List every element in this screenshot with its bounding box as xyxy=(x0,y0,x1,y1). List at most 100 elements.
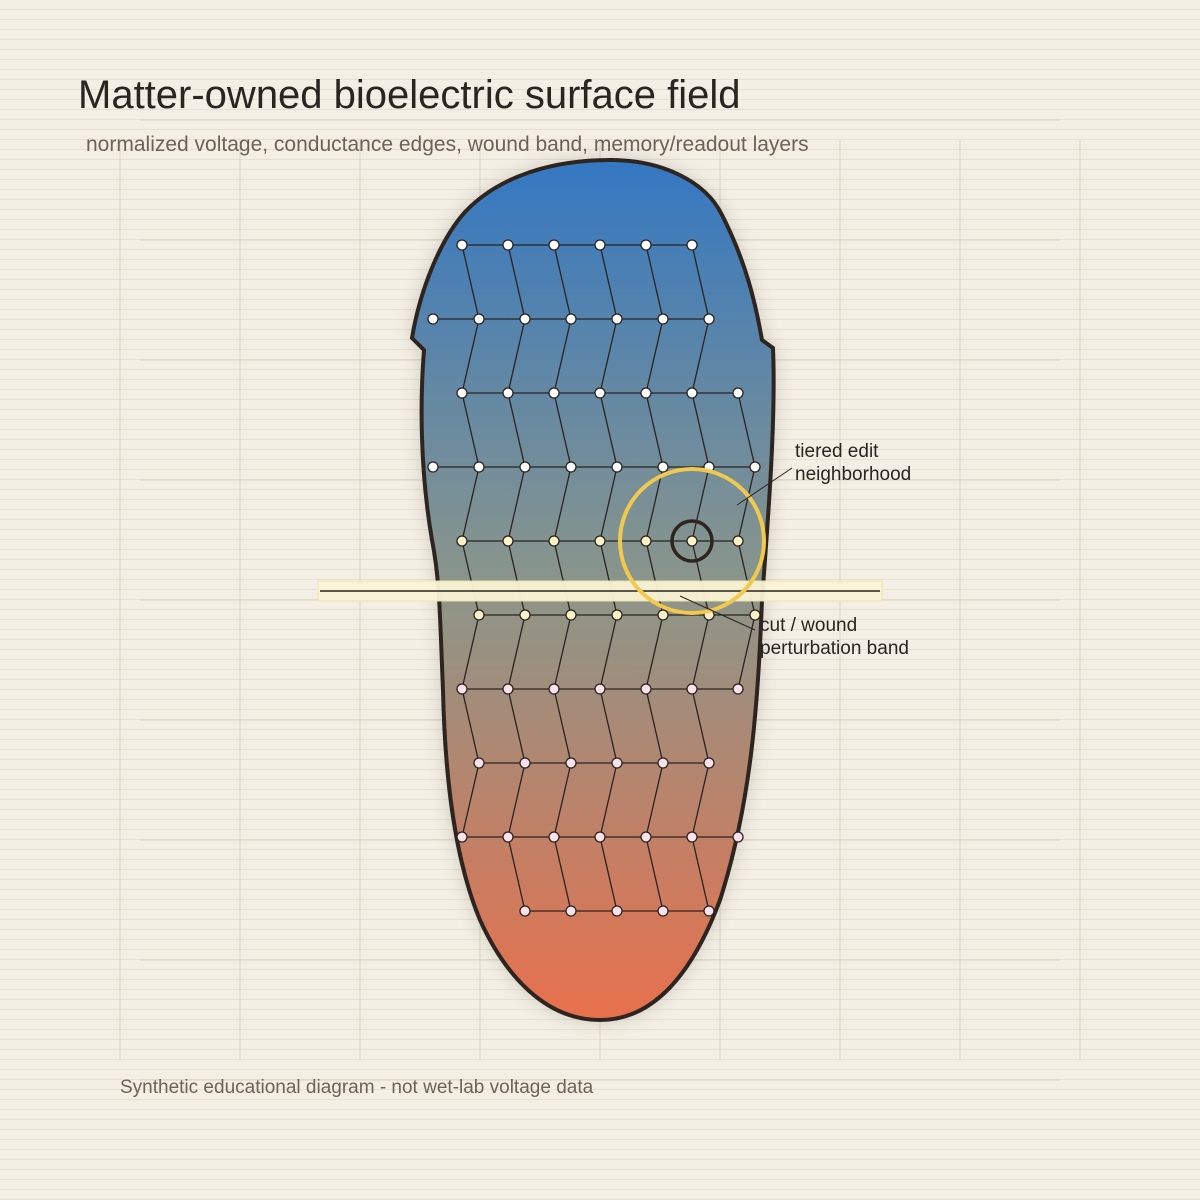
node xyxy=(611,461,623,473)
conductance-edges xyxy=(433,244,756,912)
edge xyxy=(461,318,480,394)
edit-neighborhood xyxy=(618,467,766,615)
edge xyxy=(599,466,618,542)
node xyxy=(519,609,531,621)
edge xyxy=(691,244,710,320)
node xyxy=(657,609,669,621)
node xyxy=(548,831,560,843)
node xyxy=(456,239,468,251)
annotation: neighborhood xyxy=(795,464,911,485)
edge xyxy=(645,318,664,394)
node xyxy=(594,683,606,695)
node xyxy=(686,683,698,695)
edge xyxy=(553,614,572,690)
edge xyxy=(553,318,572,394)
leader-line xyxy=(679,595,756,631)
edge xyxy=(599,392,618,468)
node xyxy=(502,831,514,843)
node xyxy=(427,461,439,473)
edge xyxy=(553,540,572,616)
node xyxy=(686,387,698,399)
node xyxy=(565,905,577,917)
title: Matter-owned bioelectric surface field xyxy=(78,73,741,117)
annotation: perturbation band xyxy=(760,638,909,659)
node xyxy=(686,831,698,843)
node xyxy=(456,535,468,547)
edge xyxy=(691,540,710,616)
edge xyxy=(691,614,710,690)
node xyxy=(594,387,606,399)
node xyxy=(594,535,606,547)
node xyxy=(473,313,485,325)
node xyxy=(548,239,560,251)
edge xyxy=(645,244,664,320)
edge xyxy=(645,466,664,542)
node xyxy=(732,535,744,547)
edge xyxy=(461,466,480,542)
node xyxy=(749,461,761,473)
edge xyxy=(691,392,710,468)
node xyxy=(657,757,669,769)
node xyxy=(519,461,531,473)
node xyxy=(427,313,439,325)
node xyxy=(565,313,577,325)
node xyxy=(565,461,577,473)
node xyxy=(502,387,514,399)
edge xyxy=(599,614,618,690)
node xyxy=(640,683,652,695)
node xyxy=(657,313,669,325)
edge xyxy=(461,540,480,616)
edge xyxy=(737,392,756,468)
annotation: cut / wound xyxy=(760,615,857,636)
node xyxy=(611,313,623,325)
edge xyxy=(691,318,710,394)
edge xyxy=(507,540,526,616)
edge xyxy=(507,762,526,838)
node xyxy=(548,683,560,695)
edge xyxy=(553,392,572,468)
node xyxy=(473,609,485,621)
node xyxy=(502,683,514,695)
node xyxy=(640,831,652,843)
node xyxy=(749,609,761,621)
edge xyxy=(553,688,572,764)
edge xyxy=(691,836,710,912)
subtitle: normalized voltage, conductance edges, w… xyxy=(86,133,809,156)
node xyxy=(519,313,531,325)
edge xyxy=(737,614,756,690)
edge xyxy=(599,540,618,616)
node xyxy=(565,757,577,769)
node xyxy=(732,387,744,399)
edge xyxy=(691,466,710,542)
nodes xyxy=(427,239,761,917)
edge xyxy=(461,688,480,764)
leader-line xyxy=(736,467,793,506)
node xyxy=(502,535,514,547)
edge xyxy=(645,688,664,764)
node xyxy=(657,461,669,473)
edge xyxy=(645,836,664,912)
node xyxy=(640,387,652,399)
node xyxy=(703,905,715,917)
node xyxy=(732,831,744,843)
edge xyxy=(553,836,572,912)
edge xyxy=(737,466,756,542)
node xyxy=(611,905,623,917)
node xyxy=(732,683,744,695)
edge xyxy=(599,244,618,320)
edge xyxy=(507,244,526,320)
edge xyxy=(599,318,618,394)
edge xyxy=(737,540,756,616)
edge xyxy=(507,466,526,542)
edge xyxy=(645,392,664,468)
node xyxy=(548,387,560,399)
edge xyxy=(553,466,572,542)
edge xyxy=(507,614,526,690)
edge xyxy=(461,614,480,690)
node xyxy=(686,239,698,251)
node xyxy=(519,757,531,769)
edge xyxy=(507,688,526,764)
node xyxy=(594,239,606,251)
node xyxy=(611,609,623,621)
